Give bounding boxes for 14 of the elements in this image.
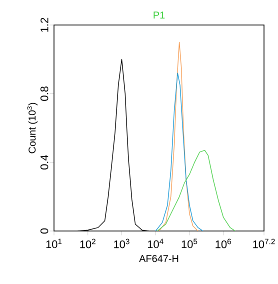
x-tick-label: 10$^{3}$ [114,238,130,248]
y-tick-label: 0.4 [40,155,48,170]
x-tick-label: 10$^{5}$ [182,238,198,248]
x-tick-label: 10$^{1}$ [46,238,62,248]
y-tick-label: 1.2 [40,18,48,32]
x-axis-title: AF647-H [139,255,178,262]
y-tick-label: 0 [40,228,48,234]
x-tick-label: 10$^{6}$ [216,238,231,248]
y-tick-label: 0.8 [40,86,48,101]
x-tick-label: 10$^{2}$ [80,238,96,248]
x-tick-label: 10$^{4}$ [148,238,164,248]
y-axis-title: Count (10$^{3}$) [27,102,38,154]
chart-title: P1 [154,12,165,18]
x-tick-label: 10$^{7.2}$ [253,238,275,248]
